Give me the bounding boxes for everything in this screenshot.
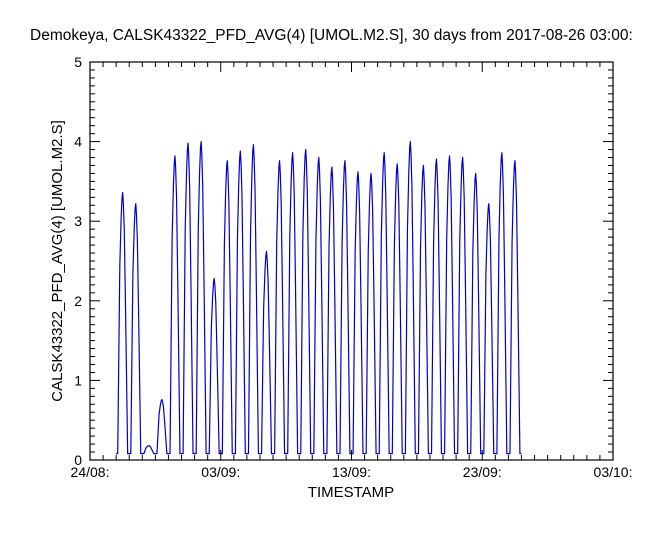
x-tick-label: 23/09: (463, 464, 502, 480)
x-tick-label: 13/09: (332, 464, 371, 480)
y-tick-label: 1 (74, 372, 82, 388)
x-axis: 24/08: 03/09: 13/09: 23/09: 03/10: (71, 62, 633, 480)
x-tick-label: 03/09: (201, 464, 240, 480)
y-tick-label: 5 (74, 54, 82, 70)
y-tick-label: 0 (74, 452, 82, 468)
y-tick-label: 2 (74, 293, 82, 309)
y-axis-title: CALSK43322_PFD_AVG(4) [UMOL.M2.S] (49, 120, 66, 402)
series-line (116, 141, 522, 455)
x-axis-title: TIMESTAMP (308, 484, 394, 501)
chart-title: Demokeya, CALSK43322_PFD_AVG(4) [UMOL.M2… (30, 27, 633, 44)
y-tick-label: 4 (74, 134, 82, 150)
y-tick-label: 3 (74, 213, 82, 229)
y-axis: 0 1 2 3 4 5 (74, 54, 613, 468)
plot-frame (89, 61, 614, 461)
x-tick-label: 03/10: (594, 464, 633, 480)
x-tick-label: 24/08: (71, 464, 110, 480)
plot-area (116, 141, 522, 455)
